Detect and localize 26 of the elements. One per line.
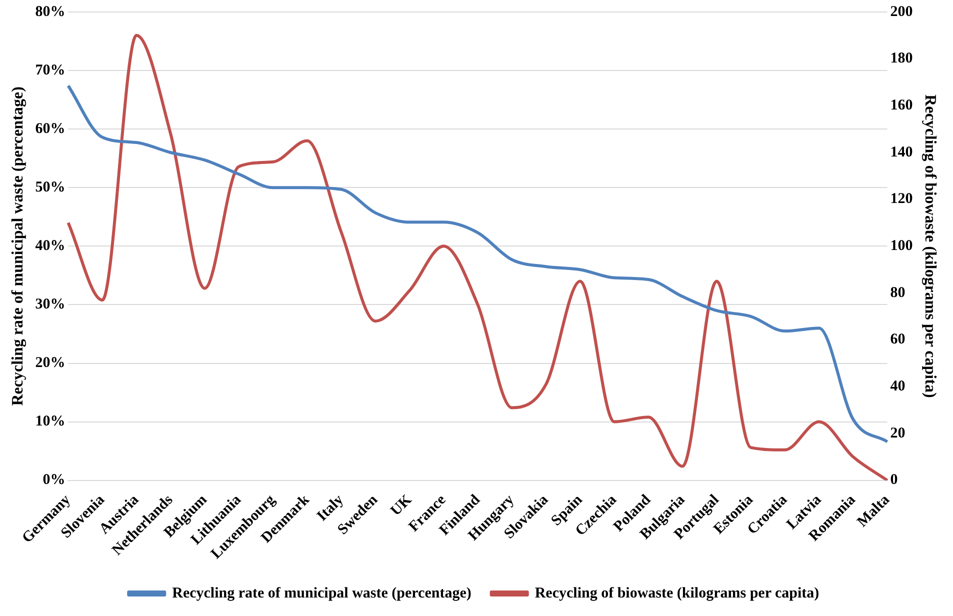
y2-tick-label: 100 (890, 238, 913, 254)
y-tick-label: 30% (35, 296, 66, 313)
y-axis-title: Recycling rate of municipal waste (percentage) (10, 86, 27, 406)
y2-tick-label: 180 (890, 50, 913, 67)
legend-label: Recycling of biowaste (kilograms per capita) (534, 585, 820, 602)
y2-tick-label: 60 (890, 332, 906, 348)
y2-tick-label: 120 (890, 191, 913, 208)
y-tick-label: 80% (35, 4, 66, 20)
y-tick-label: 50% (35, 180, 66, 196)
y-tick-label: 0% (42, 472, 66, 488)
y2-tick-label: 40 (890, 378, 906, 395)
y-tick-label: 70% (35, 62, 66, 78)
y2-tick-label: 20 (890, 425, 906, 442)
y-tick-label: 40% (35, 238, 66, 254)
y-tick-label: 20% (35, 355, 66, 372)
y2-tick-label: 200 (890, 4, 913, 20)
line-series (66, 34, 889, 480)
y-tick-label: 60% (35, 120, 66, 137)
legend-label: Recycling rate of municipal waste (percentage) (172, 585, 472, 602)
y2-tick-label: 80 (890, 284, 906, 301)
y2-tick-label: 0 (890, 472, 898, 488)
line-series (66, 84, 889, 444)
y2-tick-label: 140 (890, 144, 913, 160)
y2-axis-title: Recycling of biowaste (kilograms per capita) (921, 94, 938, 398)
y-tick-label: 10% (35, 414, 66, 430)
y2-tick-label: 160 (890, 98, 913, 114)
